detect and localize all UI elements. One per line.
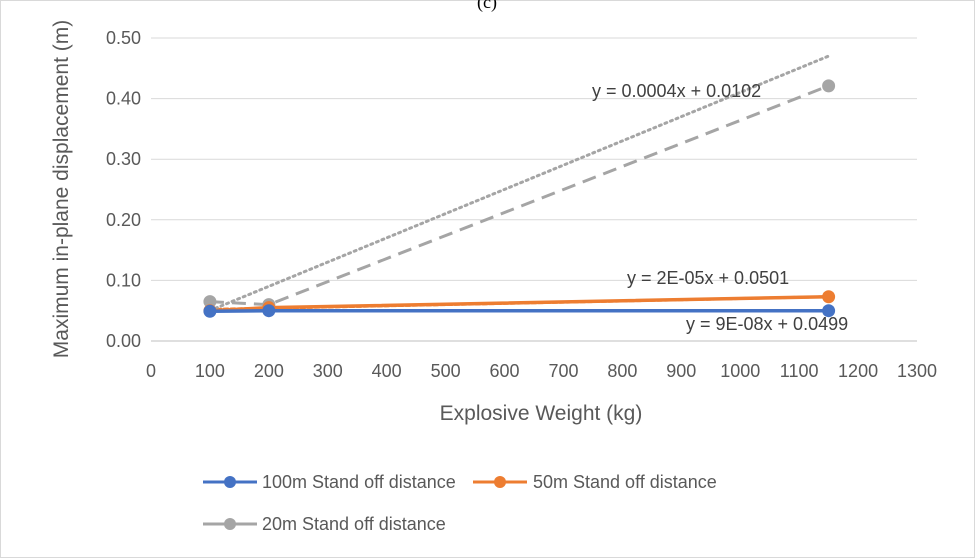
x-tick-label: 500: [431, 361, 461, 381]
trendline-equation-100m: y = 9E-08x + 0.0499: [686, 314, 848, 334]
x-tick-label: 300: [313, 361, 343, 381]
x-tick-label: 1000: [720, 361, 760, 381]
series: [203, 304, 836, 318]
y-tick-label: 0.00: [106, 331, 141, 351]
x-tick-label: 1100: [780, 361, 819, 381]
x-tick-label: 400: [372, 361, 402, 381]
chart-title: (c): [477, 0, 497, 13]
data-point[interactable]: [203, 304, 217, 318]
trendline-equation-50m: y = 2E-05x + 0.0501: [627, 268, 789, 288]
x-tick-label: 200: [254, 361, 284, 381]
x-tick-label: 0: [146, 361, 156, 381]
y-tick-label: 0.10: [106, 270, 141, 290]
legend-item-100m[interactable]: 100m Stand off distance: [203, 472, 456, 492]
y-tick-label: 0.50: [106, 28, 141, 48]
data-point[interactable]: [822, 304, 836, 318]
legend-label-20m: 20m Stand off distance: [262, 514, 446, 534]
x-axis-ticks: 0 100 200 300 400 500 600 700 800 900 1000 1100 1200…: [146, 361, 937, 381]
x-tick-label: 1300: [897, 361, 937, 381]
x-tick-label: 900: [666, 361, 696, 381]
data-series: [203, 79, 836, 318]
legend-swatch-marker: [224, 518, 236, 530]
x-tick-label: 700: [548, 361, 578, 381]
trendline-equation-20m: y = 0.0004x + 0.0102: [592, 81, 761, 101]
x-axis-title: Explosive Weight (kg): [440, 402, 643, 425]
legend-label-100m: 100m Stand off distance: [262, 472, 456, 492]
trendline: [208, 54, 831, 313]
legend-item-50m[interactable]: 50m Stand off distance: [473, 472, 717, 492]
x-tick-label: 100: [195, 361, 225, 381]
y-axis-title: Maximum in-plane displacement (m): [50, 20, 73, 358]
x-tick-label: 800: [607, 361, 637, 381]
gridlines: [151, 37, 917, 342]
data-point[interactable]: [822, 79, 836, 93]
y-tick-label: 0.20: [106, 210, 141, 230]
x-tick-label: 600: [490, 361, 520, 381]
legend: 100m Stand off distance 50m Stand off di…: [203, 472, 717, 534]
y-axis-ticks: 0.00 0.10 0.20 0.30 0.40 0.50: [106, 28, 141, 351]
series-line: [209, 308, 829, 314]
data-point[interactable]: [822, 290, 836, 304]
data-point[interactable]: [262, 304, 276, 318]
legend-swatch-marker: [224, 476, 236, 488]
y-tick-label: 0.30: [106, 149, 141, 169]
legend-label-50m: 50m Stand off distance: [533, 472, 717, 492]
x-tick-label: 1200: [838, 361, 878, 381]
legend-item-20m[interactable]: 20m Stand off distance: [203, 514, 446, 534]
legend-swatch-marker: [494, 476, 506, 488]
data-point[interactable]: [203, 295, 217, 309]
y-tick-label: 0.40: [106, 89, 141, 109]
